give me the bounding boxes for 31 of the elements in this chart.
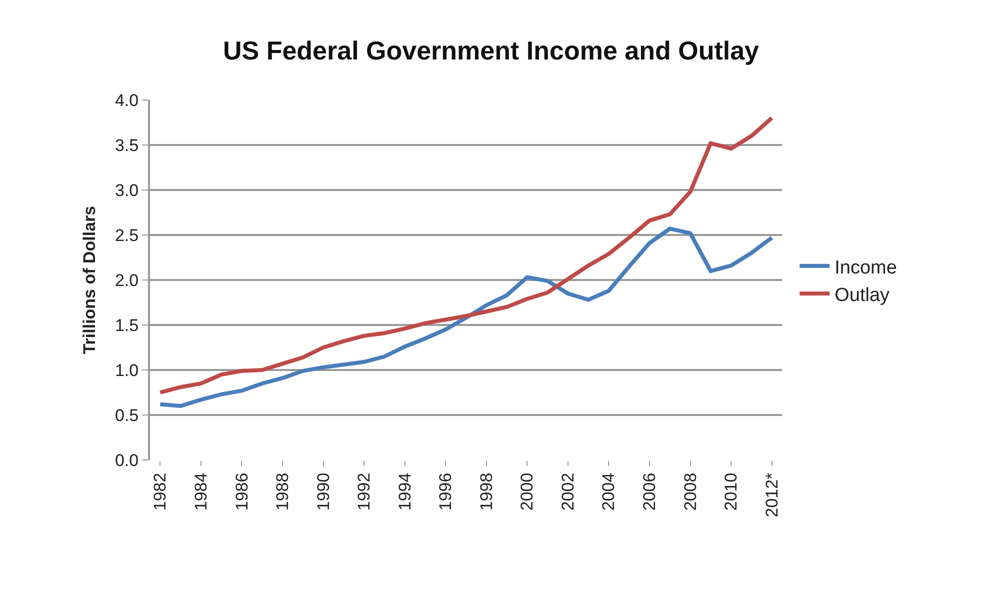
y-tick-label: 2.0 <box>114 270 139 290</box>
y-tick-label: 0.0 <box>114 450 139 470</box>
x-tick-label: 2008 <box>680 472 700 511</box>
x-tick-label: 2010 <box>722 472 741 511</box>
x-tick-label: 1982 <box>150 472 170 511</box>
x-tick-label: 1996 <box>436 472 456 511</box>
x-tick-label: 2004 <box>599 472 618 511</box>
y-tick-label: 0.5 <box>114 406 139 425</box>
y-tick-label: 1.5 <box>114 316 139 335</box>
y-tick-label: 2.5 <box>114 226 139 245</box>
y-tick-label: 3.0 <box>114 180 139 200</box>
y-axis-title: Trillions of Dollars <box>80 206 100 354</box>
x-tick-label: 2000 <box>518 472 537 511</box>
legend-label: Income <box>834 257 897 278</box>
x-tick-label: 1984 <box>191 472 210 511</box>
chart-title: US Federal Government Income and Outlay <box>222 36 760 66</box>
y-tick-label: 1.0 <box>114 360 139 380</box>
x-tick-label: 1986 <box>232 472 252 511</box>
line-series <box>158 116 774 394</box>
x-tick-label: 1990 <box>314 472 333 511</box>
x-tick-label: 2006 <box>640 472 660 511</box>
x-tick-label: 1988 <box>273 472 292 511</box>
legend-label: Outlay <box>834 284 890 306</box>
x-tick-label: 2012* <box>762 472 782 518</box>
x-tick-label: 1998 <box>476 472 496 511</box>
x-tick-label: 1992 <box>354 472 374 511</box>
y-tick-label: 4.0 <box>114 90 139 110</box>
y-tick-label: 3.5 <box>114 136 139 155</box>
line-series <box>158 226 774 408</box>
x-tick-label: 2002 <box>558 472 578 511</box>
x-tick-label: 1994 <box>395 472 414 511</box>
